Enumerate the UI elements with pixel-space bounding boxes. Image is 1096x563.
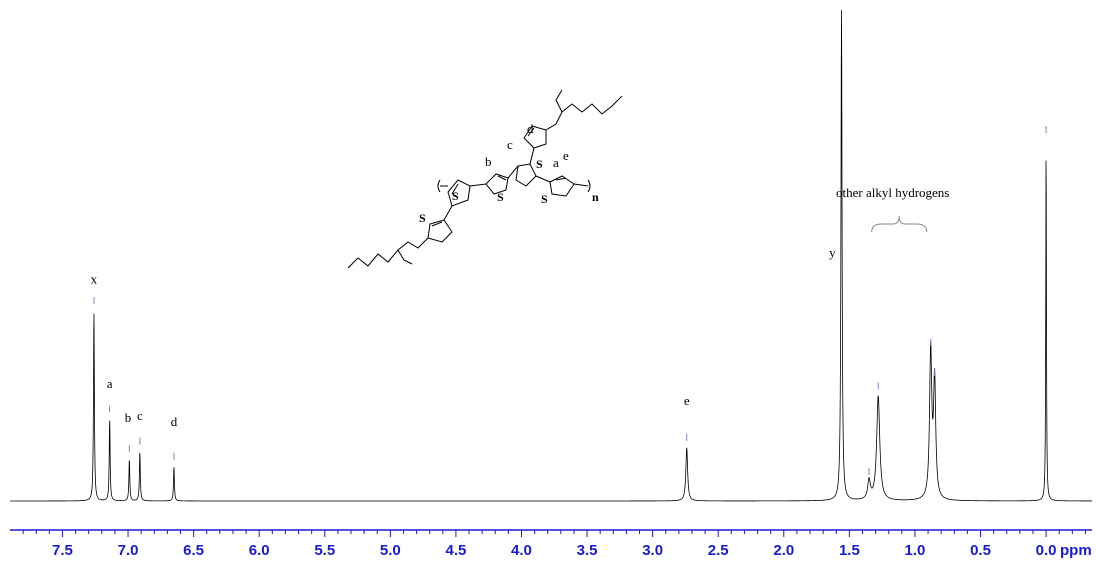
sulfur-label-3: S [497,190,504,204]
x-tick-label: 4.0 [511,542,532,559]
peak-label-y: y [829,245,836,260]
structure-label-c: c [507,137,513,152]
peak-label-a: a [107,376,113,391]
sulfur-label-2: S [419,211,426,225]
structure-label-d: d [527,121,534,136]
alkyl-hydrogens-annotation: other alkyl hydrogens [836,185,949,233]
x-tick-label: 3.5 [577,542,598,559]
peak-label-c: c [137,408,143,423]
sulfur-label-1: S [452,189,459,203]
x-tick-label: 0.5 [970,542,991,559]
structure-label-a: a [553,155,559,170]
spectrum-trace [10,9,1092,502]
x-tick-label: 4.5 [445,542,466,559]
x-tick-label: 0.0 [1036,542,1057,559]
structure-label-e: e [563,148,569,163]
x-tick-label: 6.0 [249,542,270,559]
peak-label-b: b [125,410,132,425]
x-tick-label: 5.5 [314,542,335,559]
peak-label-d: d [171,414,178,429]
spectrum-layer [10,9,1092,502]
structure-labels: S S S S S a b c d e n [419,121,599,225]
x-axis: 7.5 7.0 6.5 6.0 5.5 5.0 4.5 4.0 3.5 3.0 2.5 2.0 1.5 1… [10,529,1092,559]
polymer-structure-diagram [347,89,623,269]
annotation-text: other alkyl hydrogens [836,185,949,200]
structure-label-b: b [485,154,492,169]
peak-label-x: x [91,271,98,286]
x-tick-label: 5.0 [380,542,401,559]
sulfur-label-4: S [536,157,543,171]
structure-label-n: n [592,190,599,204]
peak-labels: x a b c d e y [91,245,836,429]
sulfur-label-5: S [541,192,548,206]
x-tick-label: 7.5 [52,542,73,559]
peak-label-e: e [684,393,690,408]
x-tick-label: 1.5 [839,542,860,559]
x-tick-label: 1.0 [905,542,926,559]
x-tick-label: 2.5 [708,542,729,559]
x-tick-label: 2.0 [773,542,794,559]
x-tick-label: 3.0 [642,542,663,559]
x-tick-label: 7.0 [118,542,139,559]
annotation-bracket [871,215,928,233]
x-tick-label: 6.5 [183,542,204,559]
x-axis-unit: ppm [1060,542,1092,559]
